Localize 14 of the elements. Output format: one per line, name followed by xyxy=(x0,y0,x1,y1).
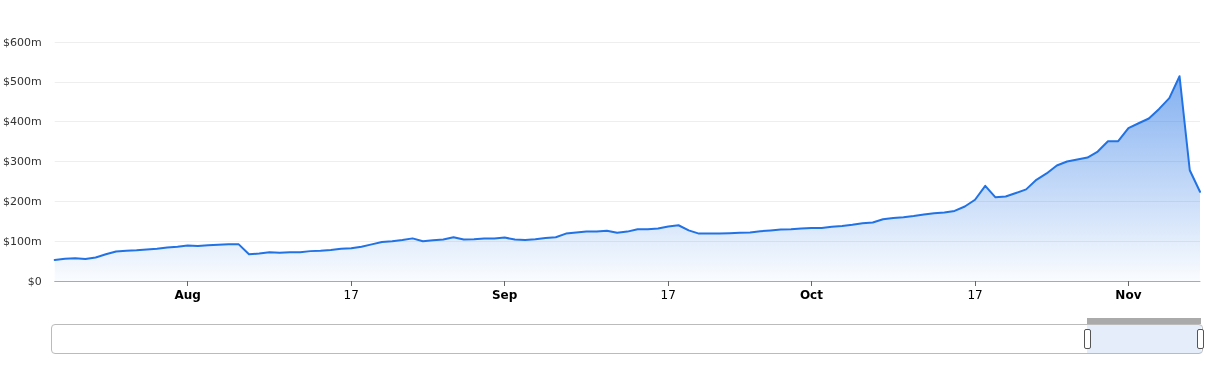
y-tick-label: $0 xyxy=(27,274,42,288)
x-tick-label: 17 xyxy=(967,288,983,302)
y-tick-label: $500m xyxy=(2,75,42,89)
x-tick-label: 17 xyxy=(660,288,676,302)
x-tick-label: 17 xyxy=(343,288,359,302)
y-tick-label: $100m xyxy=(2,234,42,248)
y-tick-label: $200m xyxy=(2,194,42,208)
x-tick-label: Oct xyxy=(799,288,824,302)
x-tick-label: Nov xyxy=(1115,288,1142,302)
y-tick-label: $400m xyxy=(2,115,42,129)
x-tick-label: Sep xyxy=(491,288,518,302)
y-tick-label: $300m xyxy=(2,155,42,168)
x-tick-label: Aug xyxy=(174,288,201,302)
y-tick-label: $600m xyxy=(2,35,42,49)
